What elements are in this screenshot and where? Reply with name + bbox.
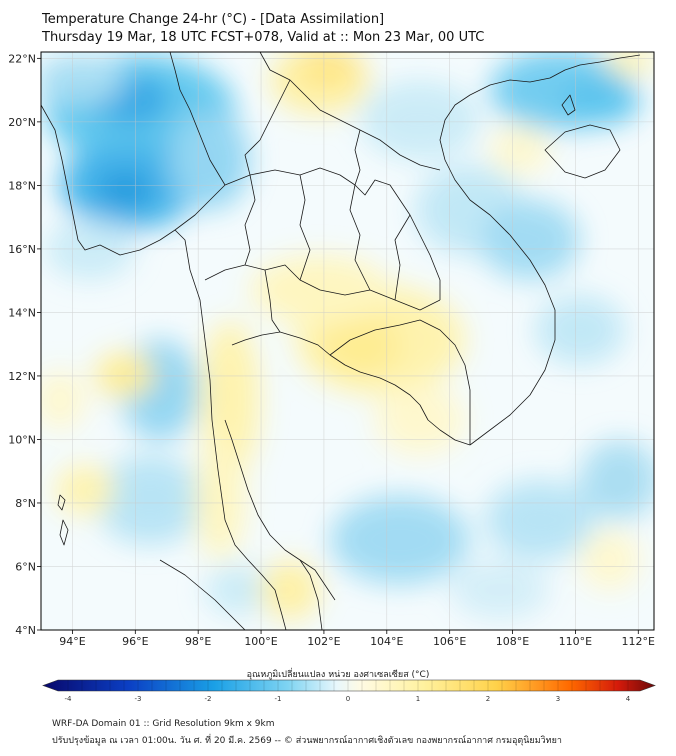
footer-model-info: WRF-DA Domain 01 :: Grid Resolution 9km … — [52, 719, 275, 729]
colorbar-label: อุณหภูมิเปลี่ยนแปลง หน่วย องศาเซลเซียส (… — [246, 670, 430, 680]
longitude-label: 102°E — [307, 635, 340, 648]
longitude-label: 112°E — [622, 635, 655, 648]
longitude-label: 104°E — [370, 635, 403, 648]
longitude-label: 106°E — [433, 635, 466, 648]
colorbar-tick-label: -2 — [205, 695, 212, 703]
longitude-label: 110°E — [559, 635, 592, 648]
footer-credit: ปรับปรุงข้อมูล ณ เวลา 01:00น. วัน ศ. ที่… — [52, 736, 562, 746]
latitude-label: 14°N — [8, 306, 36, 319]
latitude-label: 4°N — [15, 624, 36, 637]
latitude-label: 12°N — [8, 370, 36, 383]
coastlines-and-borders — [41, 52, 641, 630]
colorbar-tick-label: 1 — [416, 695, 420, 703]
longitude-label: 100°E — [244, 635, 277, 648]
latitude-label: 20°N — [8, 116, 36, 129]
colorbar-tick-label: 3 — [556, 695, 560, 703]
latitude-label: 10°N — [8, 433, 36, 446]
colorbar-gradient — [42, 679, 656, 692]
map-title: Temperature Change 24-hr (°C) - [Data As… — [42, 12, 385, 27]
latitude-label: 6°N — [15, 560, 36, 573]
graticule — [41, 52, 654, 631]
longitude-label: 98°E — [185, 635, 211, 648]
latitude-label: 18°N — [8, 179, 36, 192]
longitude-label: 94°E — [59, 635, 85, 648]
colorbar-ticks: -4 -3 -2 -1 0 1 2 3 4 — [65, 680, 631, 703]
latitude-label: 8°N — [15, 497, 36, 510]
colorbar-tick-label: 2 — [486, 695, 490, 703]
longitude-label: 108°E — [496, 635, 529, 648]
colorbar-tick-label: -4 — [65, 695, 73, 703]
longitude-labels: 94°E 96°E 98°E 100°E 102°E 104°E 106°E 108°E 110… — [59, 630, 655, 648]
colorbar: -4 -3 -2 -1 0 1 2 3 4 — [42, 679, 656, 703]
colorbar-tick-label: 4 — [626, 695, 631, 703]
colorbar-tick-label: 0 — [346, 695, 350, 703]
map-subtitle: Thursday 19 Mar, 18 UTC FCST+078, Valid … — [42, 30, 485, 45]
latitude-label: 16°N — [8, 243, 36, 256]
latitude-labels: 22°N 20°N 18°N 16°N 14°N 12°N 10°N 8°N 6°N 4°N — [8, 52, 41, 637]
map-frame — [40, 51, 655, 631]
longitude-label: 96°E — [122, 635, 148, 648]
latitude-label: 22°N — [8, 52, 36, 65]
temperature-field — [41, 52, 654, 630]
colorbar-tick-label: -3 — [135, 695, 142, 703]
colorbar-tick-label: -1 — [275, 695, 282, 703]
